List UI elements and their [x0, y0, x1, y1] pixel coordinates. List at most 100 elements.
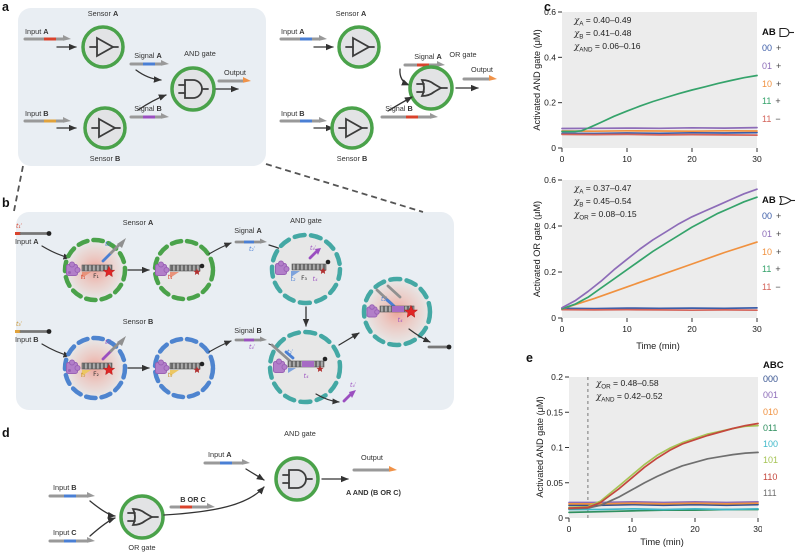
legend-item: 00 + [762, 211, 782, 221]
input-a-label: Input A [281, 27, 305, 36]
domain-tag-t4p: t₄′ [104, 339, 112, 346]
sensor-b-vesicle-quenched [152, 336, 216, 400]
panel-label-c: c [544, 0, 551, 14]
protein-puzzle-icon [155, 359, 170, 374]
input-b-label: Input B [281, 109, 305, 118]
arrow-icon [89, 517, 116, 537]
and-gate-circle [274, 456, 320, 502]
legend-item: 01 + [762, 228, 782, 239]
sensor-a-vesicle-quenched [152, 238, 216, 302]
chi-annotations: χA = 0.40–0.49 χB = 0.41–0.48 χAND = 0.06–… [574, 15, 641, 54]
y-axis-label: Activated AND gate (μM) [535, 396, 545, 498]
input-b-strand [279, 117, 327, 123]
domain-tag-t1: t₁ [167, 274, 173, 281]
legend-header: AB [762, 195, 776, 206]
svg-text:0: 0 [567, 524, 572, 534]
and-gate-circle [170, 66, 216, 112]
chi-annotations: χOR = 0.48–0.58 χAND = 0.42–0.52 [596, 378, 663, 404]
fluorophore-star-icon [193, 268, 201, 275]
and-gate-vesicle-activated [361, 276, 433, 348]
sensor-a-label: Sensor A [122, 218, 154, 227]
legend-item: 10 + [762, 78, 782, 89]
arrow-icon [245, 468, 265, 481]
domain-tag-t2p: t₂′ [380, 296, 388, 303]
and-gate-icon [779, 27, 794, 38]
legend-item: 001 [763, 390, 779, 401]
domain-tag-t3p: t₃′ [15, 321, 23, 328]
signal-a-label: Signal A [234, 226, 262, 235]
and-gate-vesicle-2 [267, 329, 343, 405]
svg-text:20: 20 [690, 524, 700, 534]
sensor-a-circle [337, 25, 381, 69]
x-axis-label: Time (min) [640, 537, 684, 547]
panel-a-box [18, 8, 266, 166]
legend-item: 00 + [762, 43, 782, 53]
input-a-label: Input A [25, 27, 49, 36]
zoom-leader-line-right [265, 163, 424, 213]
domain-tag-t2p: t₂′ [248, 246, 256, 253]
quencher-dot-icon [446, 344, 452, 350]
arrow-icon [408, 328, 431, 343]
svg-text:0.1: 0.1 [551, 443, 563, 453]
released-strand [342, 390, 356, 403]
protein-puzzle-icon [66, 261, 81, 276]
legend-item: 11 + [762, 96, 781, 107]
and-gate-label: AND gate [290, 216, 322, 225]
b-or-c-strand [169, 503, 215, 509]
svg-text:10: 10 [622, 324, 632, 334]
and-gate-icon [282, 469, 313, 489]
signal-a-strand [403, 61, 445, 67]
protein-puzzle-icon [366, 304, 380, 318]
legend-header: ABC [763, 360, 784, 371]
or-gate-icon [778, 195, 795, 206]
legend-item: 111 [763, 488, 777, 499]
signal-b-strand [380, 113, 438, 119]
legend-item: 01 + [762, 60, 782, 71]
input-b-strand [23, 117, 71, 123]
protein-puzzle-icon [155, 261, 170, 276]
chart-activated-and-gate: 0 10 20 30 0 0.2 0.4 0.6 [544, 7, 762, 164]
or-gate-label: OR gate [449, 50, 477, 59]
and-gate-vesicle-1 [269, 232, 343, 306]
domain-tag-t4p: t₄′ [349, 382, 357, 389]
arrow-icon [338, 332, 360, 346]
arrow-icon [89, 500, 116, 519]
svg-text:0: 0 [560, 154, 565, 164]
signal-b-strand [129, 113, 169, 119]
sensor-b-vesicle-active [62, 335, 128, 401]
arrow-icon [399, 68, 410, 86]
svg-text:0.6: 0.6 [544, 175, 556, 185]
zoom-leader-line-left [13, 165, 24, 212]
y-axis-label: Activated AND gate (μM) [532, 29, 542, 131]
quencher-dot-icon [322, 356, 328, 362]
legend-item: 010 [763, 406, 779, 417]
chi-annotations: χA = 0.37–0.47 χB = 0.45–0.54 χOR = 0.08–0… [574, 183, 637, 222]
svg-text:0.2: 0.2 [544, 98, 556, 108]
svg-text:20: 20 [687, 324, 697, 334]
quencher-dot-icon [46, 329, 52, 334]
domain-tag-t4: t₄ [312, 276, 318, 283]
output-strand [462, 75, 497, 81]
input-b-strand [48, 492, 95, 498]
chart-three-input-and-gate: 0 10 20 30 0 0.05 0.1 0.15 0.2 [546, 372, 762, 534]
svg-text:0: 0 [551, 143, 556, 153]
domain-tag-t4p: t₄′ [248, 344, 256, 351]
panel-label-e: e [526, 351, 533, 365]
sensor-b-circle [83, 106, 127, 150]
duplex-bar [81, 264, 113, 272]
input-b-label: Input B [15, 335, 39, 344]
legend-or-gate: AB 00 + 01 + 10 + 11 + 11− [762, 195, 795, 301]
displaced-strand [101, 251, 113, 263]
svg-text:10: 10 [622, 154, 632, 164]
fluorophore-star-icon [316, 365, 324, 372]
result-label: A AND (B OR C) [346, 488, 401, 497]
sensor-a-vesicle-active [62, 237, 128, 303]
or-gate-icon [416, 79, 448, 97]
y-axis-label: Activated OR gate (μM) [532, 200, 542, 298]
panel-a-and-circuit [23, 25, 251, 150]
svg-text:10: 10 [627, 524, 637, 534]
fluorophore-star-icon [403, 304, 419, 318]
fluorophore-tag-f2: F₂ [93, 371, 99, 378]
output-strand [352, 466, 397, 472]
signal-a-strand [234, 238, 267, 244]
